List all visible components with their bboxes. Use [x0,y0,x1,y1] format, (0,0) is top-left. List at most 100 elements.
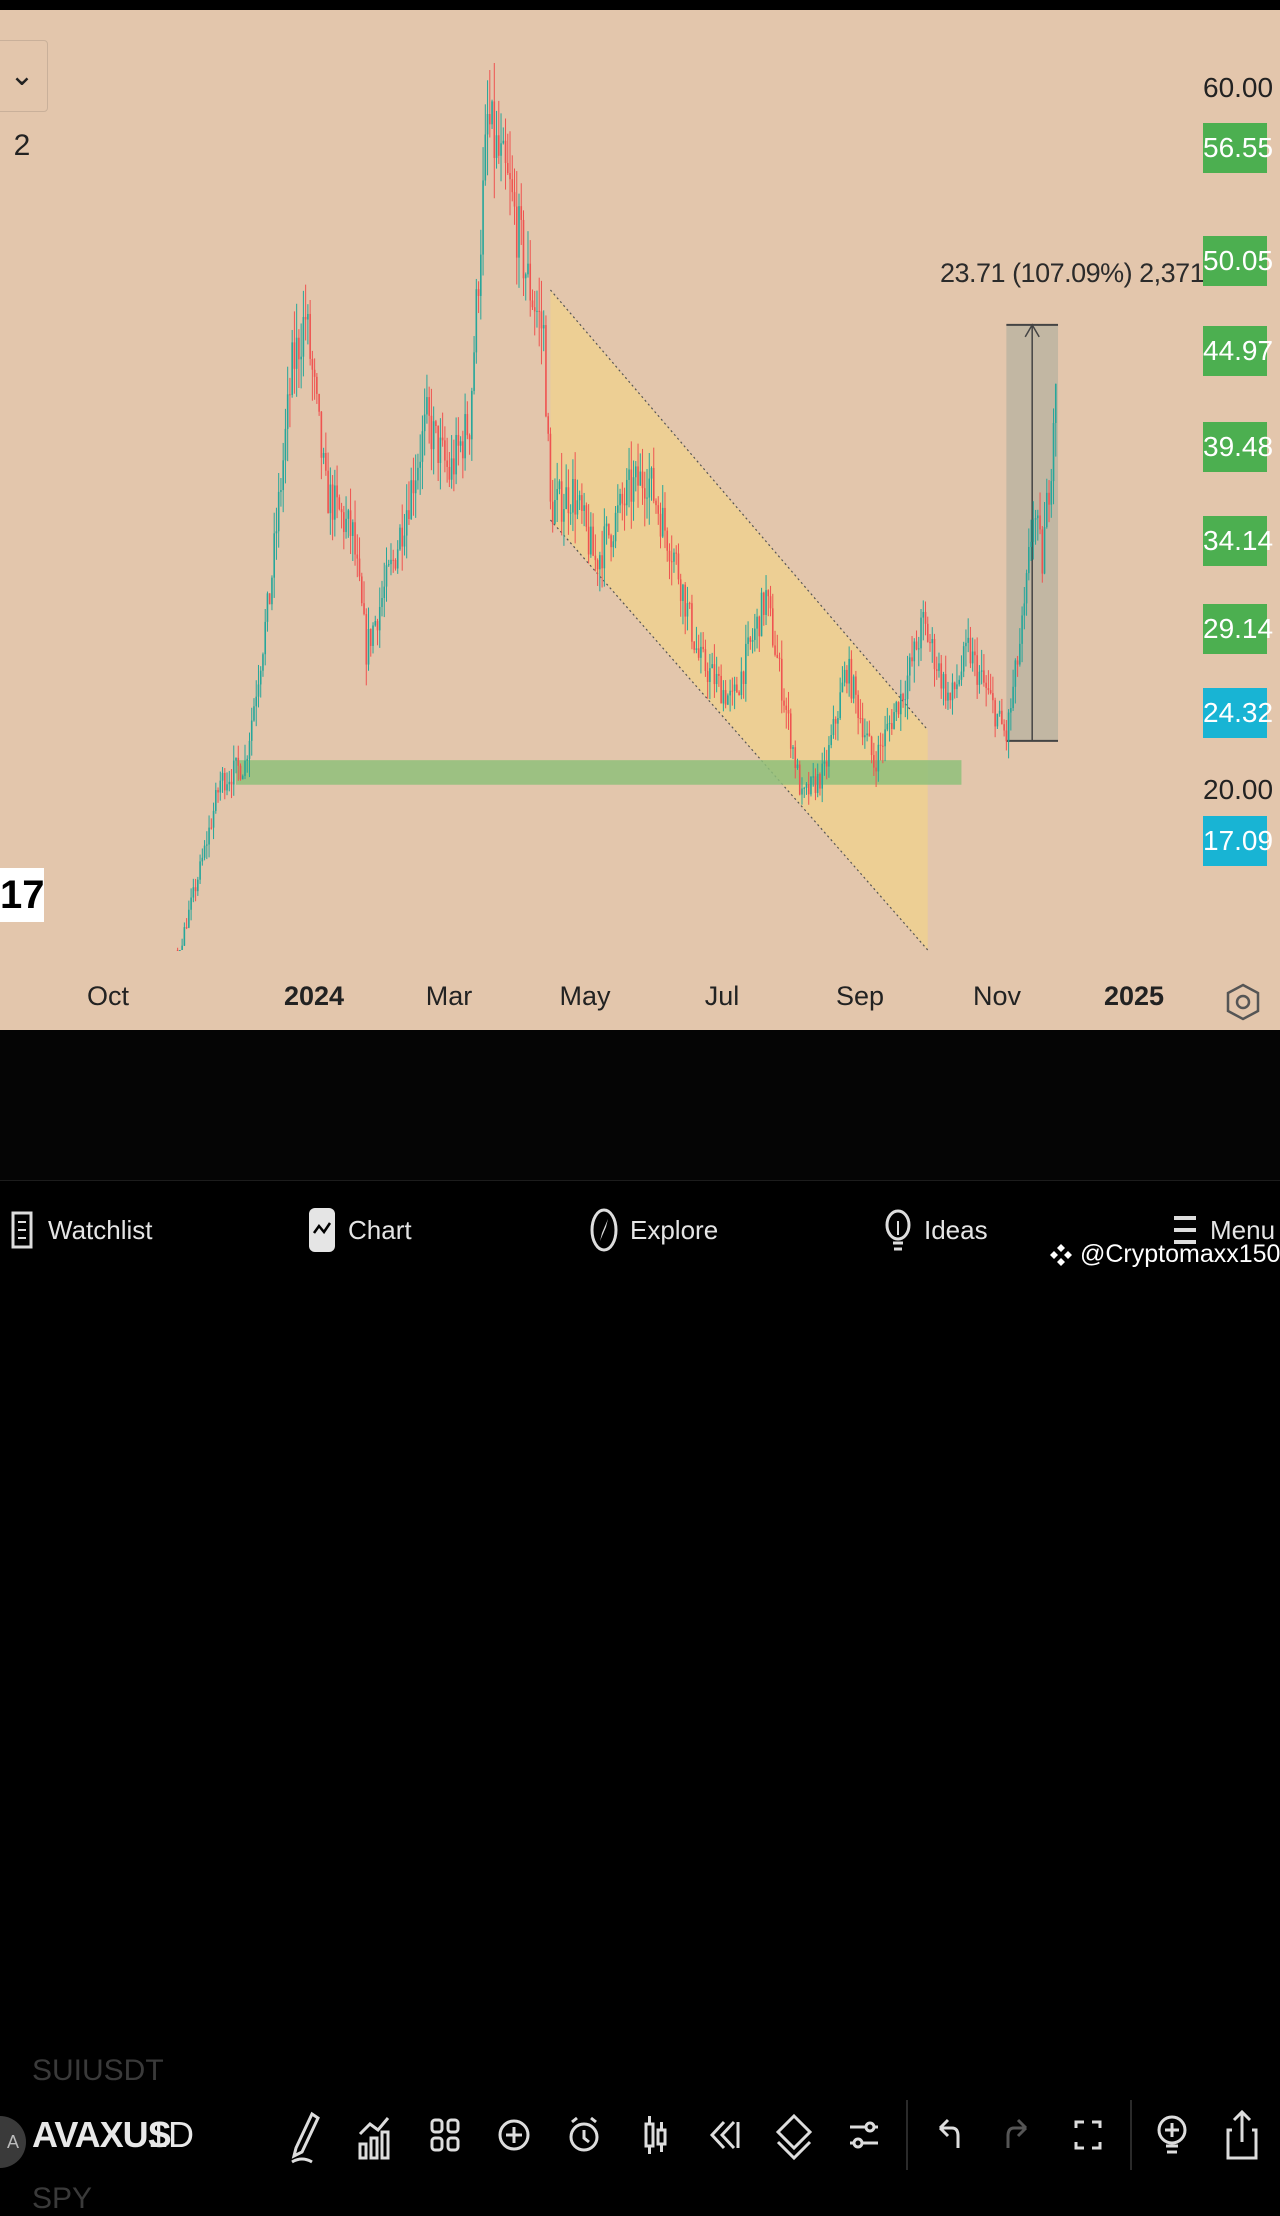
candle-body [704,649,707,672]
candle-body [868,733,871,737]
layers-icon[interactable] [762,2100,826,2170]
candle-body [453,458,455,475]
candle-body [626,479,628,506]
interval-selector[interactable]: 1D [148,2114,195,2155]
candle-body [185,927,188,929]
candle-body [493,101,496,158]
candle-body [259,670,262,685]
candle-body [212,810,215,828]
candle-body [1003,724,1005,731]
candle-body [630,469,633,502]
redo-icon[interactable] [986,2100,1050,2170]
nav-explore[interactable]: Explore [590,1200,718,1260]
candle-body [221,772,224,781]
legend-collapse-chip[interactable]: ⌄ 2 [0,40,48,162]
candle-body [327,470,329,514]
candle-body [405,510,408,536]
candle-body [349,510,352,536]
candle-body [329,484,332,514]
alert-clock-icon[interactable] [552,2100,616,2170]
replay-rewind-icon[interactable] [692,2100,756,2170]
candle-body [987,688,990,691]
candle-body [794,747,797,769]
drawing-pen-icon[interactable] [272,2100,336,2170]
candle-body [576,500,579,515]
add-plus-icon[interactable] [482,2100,546,2170]
candle-body [942,674,945,689]
candle-body [489,114,491,125]
nav-watchlist[interactable]: Watchlist [10,1200,153,1260]
nav-chart[interactable]: Chart [308,1200,412,1260]
candle-body [998,710,1001,714]
candle-body [783,700,785,706]
candle-body [886,723,889,730]
previous-symbol[interactable]: SUIUSDT [32,2054,164,2087]
candle-body [922,611,925,618]
candle-body [873,755,875,768]
candle-body [722,690,725,704]
candle-body [798,764,801,795]
candle-body [771,608,774,646]
candle-body [268,593,271,605]
candle-body [235,757,237,761]
candle-body [217,790,219,793]
undo-icon[interactable] [916,2100,980,2170]
indicators-icon[interactable] [342,2100,406,2170]
candle-body [581,495,583,511]
candle-body [594,555,597,561]
candle-body [857,694,859,719]
candle-body [926,623,929,642]
candle-body [183,927,186,946]
candle-body [823,761,826,764]
candle-body [632,477,635,502]
candle-body [250,720,253,741]
candle-body [920,617,922,649]
support-zone [236,760,962,785]
watchlist-icon [11,1211,33,1249]
layout-grid-icon[interactable] [412,2100,476,2170]
candle-body [298,337,300,360]
candle-body [206,844,208,846]
candle-body [228,781,231,785]
candle-body [343,512,345,533]
chart-area[interactable]: ⌄ 2 23.71 (107.09%) 2,371 60.00 20.00 56… [0,10,1280,1030]
candle-body [787,709,790,714]
candle-body [387,564,390,566]
candle-body [367,629,370,665]
candle-body [396,549,399,569]
candle-body [574,479,576,515]
candle-body [223,772,226,791]
candle-style-icon[interactable] [622,2100,686,2170]
nav-menu[interactable]: Menu [1172,1200,1275,1260]
hamburger-icon [1174,1216,1196,1244]
settings-sliders-icon[interactable] [832,2100,896,2170]
fullscreen-icon[interactable] [1056,2100,1120,2170]
candle-body [801,788,803,795]
chart-settings-icon[interactable] [1224,982,1262,1022]
price-chart[interactable] [0,10,1280,1030]
candle-body [506,163,509,174]
ideas-lightbulb-icon[interactable] [1140,2100,1204,2170]
candle-body [639,471,642,486]
price-badge: 17.09 [1203,816,1273,866]
candle-body [495,135,498,158]
descending-channel-zone [550,290,928,950]
nav-ideas[interactable]: Ideas [884,1200,988,1260]
candle-body [203,845,206,858]
candle-body [648,478,651,498]
share-icon[interactable] [1210,2100,1274,2170]
candle-body [608,523,610,536]
candle-body [432,421,435,450]
candle-body [969,637,972,664]
candle-body [738,692,740,696]
candle-body [1007,712,1010,742]
candle-body [765,590,767,615]
candle-body [1037,515,1039,519]
candle-body [904,699,907,701]
candle-body [935,669,938,671]
candle-body [390,559,392,565]
candle-body [464,414,466,459]
next-symbol[interactable]: SPY [32,2182,93,2215]
candle-body [832,719,835,736]
toolbar-separator [906,2100,908,2170]
